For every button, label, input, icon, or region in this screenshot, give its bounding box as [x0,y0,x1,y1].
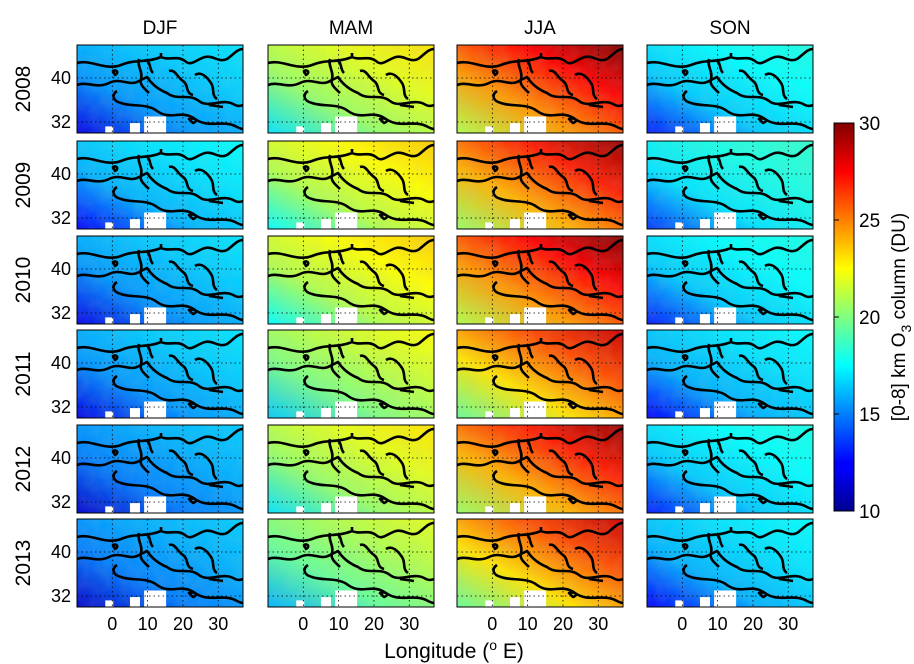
map-panel-jja-2013 [456,518,624,608]
colorbar-tick-label: 10 [859,502,880,523]
x-axis-label: Longitude (o E) [384,637,524,663]
map-panel-djf-2009: 32 40 [51,140,244,230]
x-tick-label: 20 [173,614,193,634]
colorbar-tick-label: 20 [859,308,880,329]
map-panel-djf-2011: 32 40 [51,329,244,419]
map-panel-son-2008 [646,44,814,134]
y-tick-label: 32 [51,586,71,606]
season-header-mam: MAM [329,18,373,39]
map-panel-mam-2008 [267,44,435,134]
map-panel-djf-2008: 32 40 [51,44,244,134]
x-tick-label: 20 [743,614,763,634]
x-tick-label: 30 [208,614,228,634]
y-tick-label: 32 [51,492,71,512]
colorbar-tick-label: 15 [859,405,880,426]
year-label-2010: 2010 [12,257,35,304]
year-label-2008: 2008 [12,66,35,113]
colorbar-tick-label: 25 [859,211,880,232]
year-label-2009: 2009 [12,162,35,209]
y-tick-label: 40 [51,259,71,279]
colorbar-tick-label: 30 [859,114,880,135]
map-panel-mam-2011 [267,329,435,419]
year-label-2011: 2011 [12,351,35,396]
y-tick-label: 40 [51,164,71,184]
x-tick-label: 30 [778,614,798,634]
x-tick-label: 10 [329,614,349,634]
season-headers: DJF MAM JJA SON [143,18,751,39]
map-panel-mam-2013 [267,518,435,608]
map-panel-son-2009 [646,140,814,230]
x-tick-label: 10 [708,614,728,634]
map-panel-mam-2010 [267,235,435,325]
colorbar: 10 15 20 25 30 [0-8] km O3 column (DU) [833,114,914,523]
map-panel-jja-2012 [456,424,624,514]
x-tick-label: 20 [553,614,573,634]
season-header-son: SON [709,18,750,39]
y-tick-label: 40 [51,448,71,468]
map-panel-son-2012 [646,424,814,514]
x-tick-label: 10 [518,614,538,634]
x-tick-label: 20 [364,614,384,634]
x-tick-label: 30 [588,614,608,634]
y-tick-label: 32 [51,112,71,132]
map-panel-jja-2010 [456,235,624,325]
y-tick-label: 32 [51,397,71,417]
map-panel-son-2010 [646,235,814,325]
x-tick-label: 30 [399,614,419,634]
y-tick-label: 40 [51,542,71,562]
map-panel-son-2013 [646,518,814,608]
season-header-djf: DJF [143,18,178,39]
year-label-2012: 2012 [12,446,35,493]
x-tick-labels: 0 10 20 30 0 10 20 30 0 10 20 30 0 10 20 30 [107,614,798,634]
map-panel-djf-2013: 32 40 [51,518,244,608]
x-tick-label: 0 [298,614,308,634]
y-tick-label: 40 [51,353,71,373]
y-tick-label: 32 [51,208,71,228]
y-tick-label: 40 [51,68,71,88]
year-label-2013: 2013 [12,540,35,587]
y-tick-label: 32 [51,303,71,323]
x-tick-label: 0 [677,614,687,634]
x-tick-label: 10 [138,614,158,634]
x-tick-label: 0 [487,614,497,634]
season-header-jja: JJA [524,18,556,39]
map-panel-son-2011 [646,329,814,419]
map-panel-jja-2008 [456,44,624,134]
x-tick-label: 0 [107,614,117,634]
map-panel-jja-2011 [456,329,624,419]
map-panel-djf-2010: 32 40 [51,235,244,325]
map-panels: 32 40 32 40 32 40 32 40 32 40 32 40 [51,44,814,608]
map-panel-jja-2009 [456,140,624,230]
map-panel-mam-2009 [267,140,435,230]
colorbar-label: [0-8] km O3 column (DU) [889,213,914,421]
map-panel-mam-2012 [267,424,435,514]
colorbar-ticks: 10 15 20 25 30 [834,114,880,523]
map-panel-djf-2012: 32 40 [51,424,244,514]
year-labels: 2008 2009 2010 2011 2012 2013 [12,66,35,587]
